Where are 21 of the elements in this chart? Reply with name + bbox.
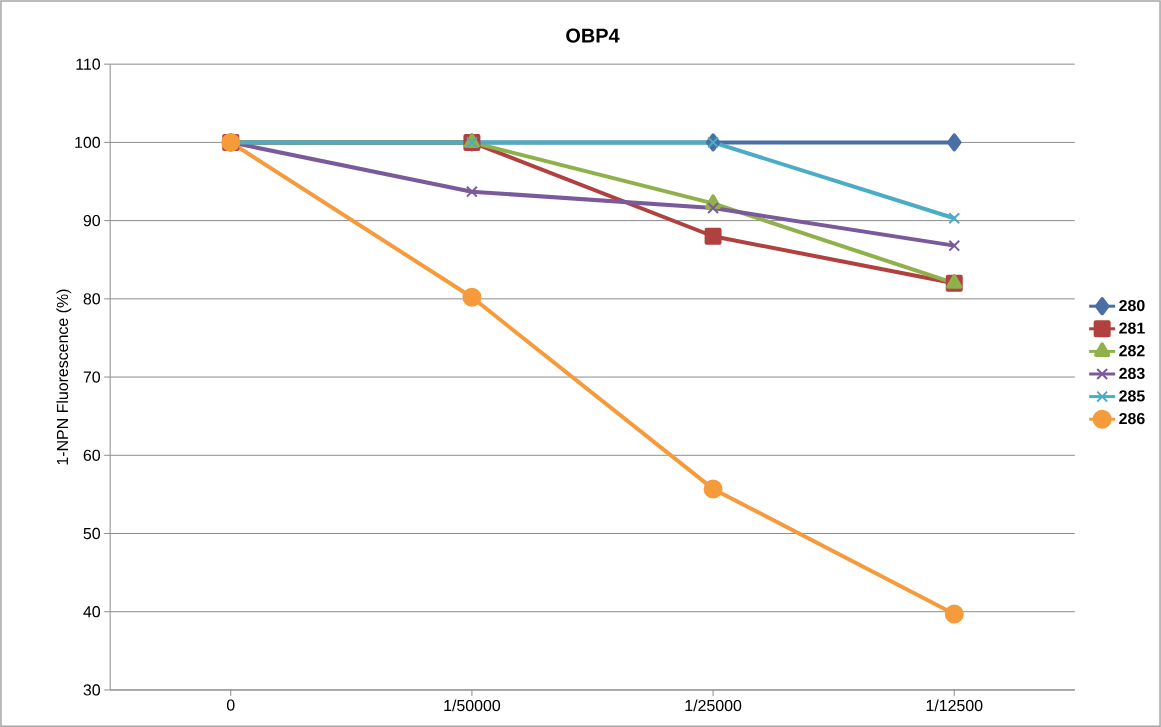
x-tick-label: 1/12500 bbox=[926, 699, 983, 712]
y-tick-label: 70 bbox=[83, 371, 101, 383]
y-tick-label: 90 bbox=[83, 214, 101, 227]
y-tick-label: 40 bbox=[83, 606, 101, 618]
y-tick-label: 100 bbox=[75, 136, 101, 148]
y-tick-label: 60 bbox=[83, 449, 101, 461]
y-tick-label: 50 bbox=[83, 527, 101, 540]
x-tick-label: 0 bbox=[226, 699, 235, 711]
y-tick-label: 110 bbox=[76, 58, 101, 70]
y-axis-title: 1-NPN Fluorescence (%) bbox=[56, 289, 72, 465]
y-tick-label: 80 bbox=[83, 293, 101, 305]
legend-label: 285 bbox=[1119, 390, 1145, 402]
chart-title: OBP4 bbox=[566, 28, 620, 43]
x-tick-label: 1/50000 bbox=[444, 699, 501, 712]
x-tick-label: 1/25000 bbox=[685, 699, 742, 712]
legend-label: 286 bbox=[1119, 412, 1145, 425]
legend-label: 280 bbox=[1119, 299, 1145, 312]
y-tick-label: 30 bbox=[83, 684, 101, 696]
legend-label: 282 bbox=[1119, 345, 1145, 357]
legend-label: 283 bbox=[1119, 367, 1145, 379]
legend-label: 281 bbox=[1119, 322, 1145, 334]
